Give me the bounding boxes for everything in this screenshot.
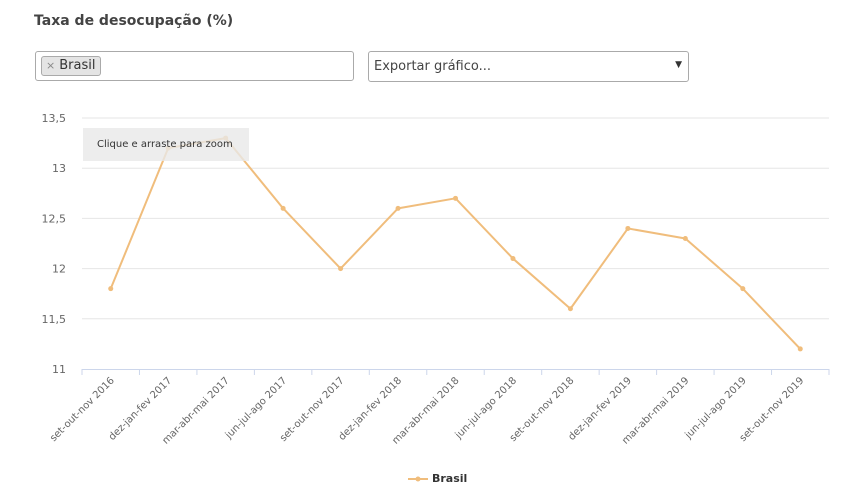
x-tick-label: dez-jan-fev 2018 [337,375,404,442]
x-tick-label: set-out-nov 2016 [48,375,117,444]
export-select-label: Exportar gráfico... [374,59,492,74]
x-tick-label: jun-jul-ago 2018 [453,375,519,441]
data-point[interactable] [453,195,458,201]
data-point[interactable] [280,205,286,211]
data-point[interactable] [338,266,344,272]
y-tick-label: 13,5 [42,112,67,125]
x-tick-label: dez-jan-fev 2019 [567,375,634,442]
y-tick-label: 13 [52,162,66,175]
x-tick-label: set-out-nov 2019 [738,375,807,444]
data-point[interactable] [625,225,631,231]
page-title: Taxa de desocupação (%) [34,13,234,29]
location-filter-input[interactable]: × Brasil [35,51,354,81]
data-point[interactable] [395,205,401,211]
x-tick-label: jun-jul-ago 2017 [223,375,289,441]
x-tick-label: dez-jan-fev 2017 [107,375,174,442]
y-axis-tick-labels: 13,5 13 12,5 12 11,5 11 [42,112,67,376]
y-tick-label: 11 [52,363,66,376]
x-tick-label: jun-jul-ago 2019 [683,375,749,441]
y-tick-label: 12,5 [42,212,67,225]
grid-lines [82,117,829,320]
data-point[interactable] [682,235,688,241]
legend[interactable]: Brasil [408,472,467,485]
x-tick-label: set-out-nov 2017 [278,375,347,444]
data-point[interactable] [108,286,114,292]
legend-marker-icon [408,476,428,481]
data-point[interactable] [797,346,803,352]
data-point[interactable] [567,306,573,312]
tag-chip-label: Brasil [59,58,96,73]
export-chart-select[interactable]: Exportar gráfico... ▼ [368,51,689,82]
x-tick-label: set-out-nov 2018 [508,375,577,444]
y-tick-label: 12 [52,263,66,276]
series-line-brasil[interactable] [109,137,801,350]
y-tick-label: 11,5 [42,313,67,326]
x-axis [81,369,830,375]
data-point[interactable] [740,286,746,292]
zoom-hint-tooltip: Clique e arraste para zoom [83,128,249,161]
remove-tag-icon[interactable]: × [46,59,56,72]
tag-chip-brasil: × Brasil [41,56,102,76]
dropdown-arrow-icon: ▼ [675,60,682,70]
legend-label-brasil: Brasil [432,472,468,485]
data-point[interactable] [510,256,516,262]
